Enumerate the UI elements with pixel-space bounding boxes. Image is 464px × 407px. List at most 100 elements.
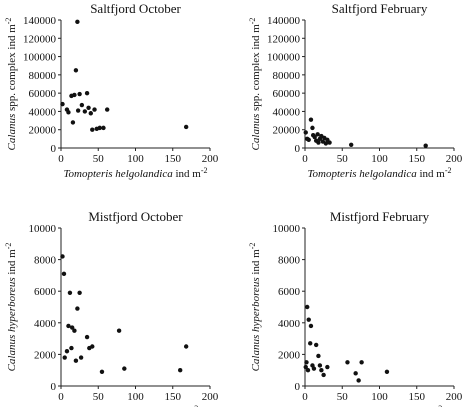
x-tick-label: 150 [409, 391, 426, 403]
data-point [306, 317, 311, 322]
data-point [69, 345, 74, 351]
data-point [308, 341, 313, 346]
data-point [348, 142, 354, 147]
y-tick-label: 6000 [34, 286, 57, 298]
panel-1: 0 20000 40000 60000 80000 100000 120000 140000 0… [4, 1, 219, 180]
data-point [79, 102, 85, 108]
data-point [183, 344, 189, 349]
data-point [323, 141, 329, 146]
data-point [310, 125, 315, 131]
x-tick-label: 50 [337, 391, 349, 403]
y-tick-label: 100000 [23, 52, 57, 64]
y-tick-label: 10000 [273, 223, 301, 235]
x-tick-label: 100 [371, 391, 388, 403]
x-tick-label: 0 [302, 391, 308, 403]
data-point [75, 108, 81, 113]
y-tick-label: 0 [295, 381, 301, 393]
y-tick-label: 120000 [267, 33, 301, 45]
data-point [97, 125, 102, 131]
data-point [77, 290, 82, 295]
data-point [325, 364, 330, 370]
y-tick-label: 20000 [273, 125, 301, 137]
data-point [72, 92, 77, 98]
data-point [317, 363, 323, 368]
x-tick-label: 100 [127, 153, 144, 165]
panel-4: 0 2000 4000 6000 8000 10000 0 50 100 150 200 Mistfj… [248, 209, 463, 407]
x-tick-label: 150 [165, 391, 182, 403]
data-point [359, 360, 364, 365]
data-point [353, 371, 358, 376]
data-point [86, 105, 91, 110]
y-tick-label: 60000 [273, 88, 301, 100]
data-point [423, 143, 428, 148]
x-tick-label: 150 [409, 153, 426, 165]
data-point [75, 19, 80, 25]
y-tick-label: 20000 [29, 125, 57, 137]
y-tick-label: 4000 [278, 318, 301, 330]
x-tick-label: 0 [302, 153, 308, 165]
x-tick-label: 100 [371, 153, 388, 165]
y-tick-label: 2000 [278, 349, 301, 361]
data-point [104, 107, 110, 112]
y-tick-label: 140000 [267, 15, 301, 27]
x-axis-label: Tomopteris helgolandica ind m-2 [63, 166, 207, 181]
y-tick-label: 60000 [29, 88, 57, 100]
x-tick-label: 50 [337, 153, 349, 165]
data-point [311, 366, 317, 371]
data-point [60, 101, 65, 107]
y-tick-label: 40000 [273, 106, 301, 118]
panel-3: 0 2000 4000 6000 8000 10000 0 50 100 150 200 Mistfj… [4, 209, 219, 407]
data-point [62, 355, 67, 360]
data-point [69, 325, 75, 330]
chart-title: Mistfjord October [88, 209, 183, 224]
y-tick-label: 120000 [23, 33, 57, 45]
x-axis-label: Tomopteris helgolandica ind m-2 [307, 166, 451, 181]
data-point [75, 306, 80, 311]
chart-title: Saltfjord October [90, 1, 181, 16]
data-point [315, 132, 320, 137]
y-tick-label: 100000 [267, 52, 301, 64]
y-tick-label: 0 [51, 143, 57, 155]
y-tick-label: 0 [295, 143, 301, 155]
data-point [90, 344, 95, 349]
data-point [73, 68, 79, 73]
data-point [101, 125, 106, 131]
x-tick-label: 200 [446, 153, 463, 165]
x-tick-label: 50 [93, 153, 105, 165]
data-point [78, 355, 84, 360]
data-point [178, 368, 183, 373]
chart-title: Mistfjord February [330, 209, 430, 224]
data-point [305, 304, 310, 310]
x-tick-label: 200 [202, 391, 219, 403]
data-point [321, 372, 326, 378]
y-tick-label: 10000 [29, 223, 57, 235]
x-tick-label: 50 [93, 391, 105, 403]
y-tick-label: 0 [51, 381, 57, 393]
data-point [60, 254, 65, 259]
data-point [306, 137, 311, 142]
data-point [99, 369, 105, 374]
x-tick-label: 100 [127, 391, 144, 403]
y-tick-label: 80000 [273, 70, 301, 82]
data-point [90, 127, 95, 132]
data-point [384, 369, 390, 374]
chart-title: Saltfjord February [332, 1, 428, 16]
y-tick-label: 80000 [29, 70, 57, 82]
data-point [308, 323, 314, 329]
data-point [303, 364, 308, 370]
x-tick-label: 150 [165, 153, 182, 165]
y-axis-label: Calanus hyperboreus ind m-2 [248, 243, 263, 372]
data-point [61, 271, 67, 277]
x-tick-label: 0 [58, 391, 64, 403]
y-tick-label: 4000 [34, 318, 57, 330]
data-point [313, 342, 319, 348]
y-tick-label: 6000 [278, 286, 301, 298]
data-point [77, 91, 82, 97]
x-tick-label: 200 [202, 153, 219, 165]
data-point [356, 378, 361, 383]
data-point [92, 107, 97, 112]
data-point [316, 353, 321, 359]
x-axis-label: Themisto abyssorum ind m-2 [317, 404, 443, 407]
x-tick-label: 0 [58, 153, 64, 165]
panel-2: 0 20000 40000 60000 80000 100000 120000 140000 0… [248, 1, 463, 180]
